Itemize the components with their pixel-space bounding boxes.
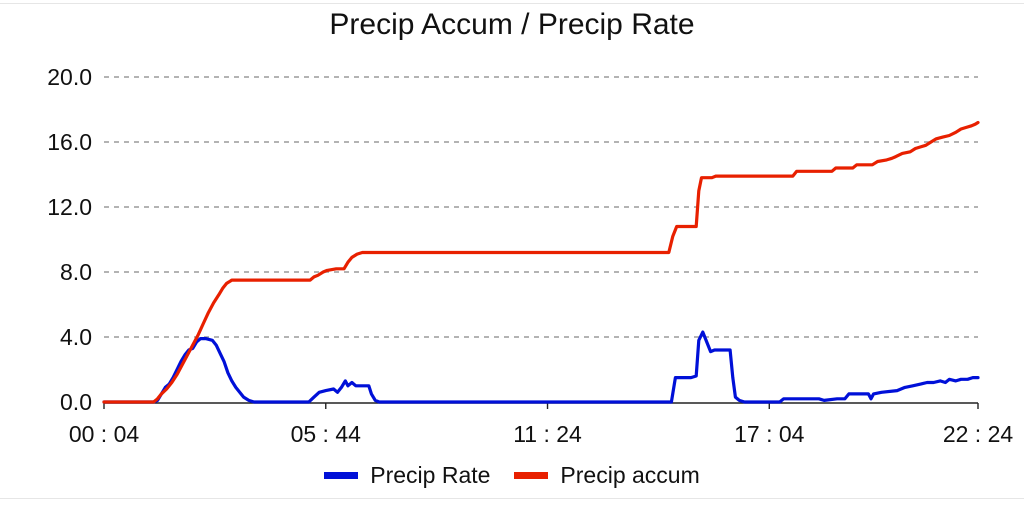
legend-item-precip-accum[interactable]: Precip accum [514, 462, 700, 489]
chart-title: Precip Accum / Precip Rate [329, 8, 695, 41]
y-axis-ticks: 0.0 4.0 8.0 12.0 16.0 20.0 [47, 64, 92, 415]
legend-label-precip-accum: Precip accum [560, 462, 700, 488]
x-tick-label: 05 : 44 [291, 421, 362, 447]
x-tick-label: 00 : 04 [69, 421, 140, 447]
legend-item-precip-rate[interactable]: Precip Rate [324, 462, 490, 489]
y-tick-label: 20.0 [47, 64, 92, 90]
series-line-precip-rate [102, 330, 980, 404]
legend-swatch-precip-accum [514, 472, 549, 479]
series-line-precip-accum [102, 120, 980, 404]
x-tick-label: 11 : 24 [513, 421, 582, 447]
y-tick-label: 16.0 [47, 129, 92, 155]
legend-label-precip-rate: Precip Rate [370, 462, 491, 488]
x-axis-ticks: 00 : 04 05 : 44 11 : 24 17 : 04 22 : 24 [69, 403, 1014, 447]
y-tick-label: 4.0 [60, 324, 92, 350]
chart-legend: Precip Rate Precip accum [0, 462, 1024, 489]
grid-lines [104, 76, 978, 338]
x-tick-label: 22 : 24 [943, 421, 1014, 447]
frame-top-divider [0, 3, 1024, 4]
frame-bottom-divider [0, 498, 1024, 499]
x-tick-label: 17 : 04 [734, 421, 805, 447]
legend-swatch-precip-rate [324, 472, 359, 479]
series-lines [102, 120, 980, 404]
y-tick-label: 12.0 [47, 194, 92, 220]
y-tick-label: 0.0 [60, 389, 92, 415]
y-tick-label: 8.0 [60, 259, 92, 285]
